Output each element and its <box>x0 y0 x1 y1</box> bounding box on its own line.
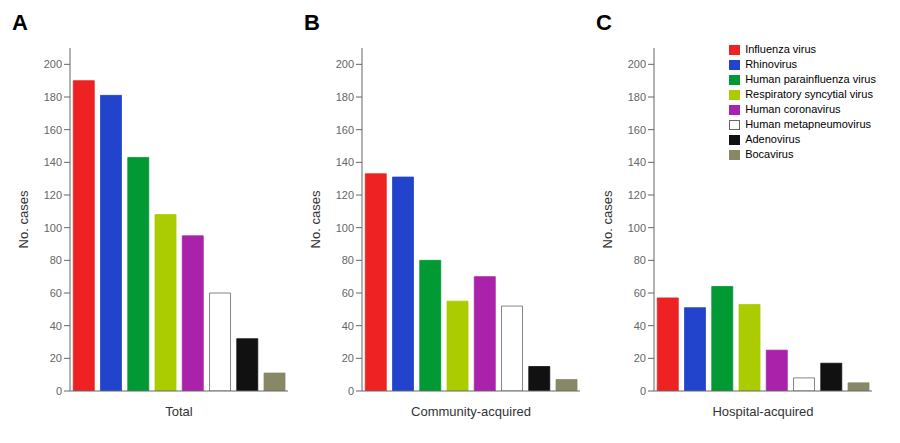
svg-text:100: 100 <box>44 222 62 234</box>
svg-text:0: 0 <box>56 385 62 397</box>
svg-text:40: 40 <box>342 320 354 332</box>
svg-text:80: 80 <box>50 254 62 266</box>
html-text:A: A <box>12 10 28 35</box>
svg-text:20: 20 <box>342 352 354 364</box>
svg-text:100: 100 <box>628 222 646 234</box>
html-text:Human metapneumovirus: Human metapneumovirus <box>745 118 872 130</box>
svg-text:No. cases: No. cases <box>308 190 323 248</box>
svg-text:40: 40 <box>50 320 62 332</box>
svg-text:180: 180 <box>44 91 62 103</box>
svg-text:80: 80 <box>342 254 354 266</box>
svg-text:100: 100 <box>336 222 354 234</box>
svg-text:160: 160 <box>44 124 62 136</box>
svg-text:60: 60 <box>634 287 646 299</box>
svg-text:200: 200 <box>628 58 646 70</box>
svg-text:0: 0 <box>640 385 646 397</box>
svg-text:180: 180 <box>628 91 646 103</box>
svg-text:60: 60 <box>50 287 62 299</box>
html-text:Influenza virus: Influenza virus <box>745 43 817 55</box>
html-text:Respiratory syncytial virus: Respiratory syncytial virus <box>745 88 873 100</box>
svg-text:120: 120 <box>336 189 354 201</box>
svg-text:Hospital-acquired: Hospital-acquired <box>712 404 813 419</box>
svg-text:200: 200 <box>44 58 62 70</box>
svg-text:40: 40 <box>634 320 646 332</box>
svg-text:80: 80 <box>634 254 646 266</box>
svg-text:120: 120 <box>628 189 646 201</box>
html-text:Human coronavirus: Human coronavirus <box>745 103 841 115</box>
svg-text:140: 140 <box>628 156 646 168</box>
svg-text:60: 60 <box>342 287 354 299</box>
html-text:Bocavirus: Bocavirus <box>745 148 794 160</box>
html-text:Human parainfluenza virus: Human parainfluenza virus <box>745 73 876 85</box>
svg-text:140: 140 <box>336 156 354 168</box>
svg-text:120: 120 <box>44 189 62 201</box>
svg-text:160: 160 <box>628 124 646 136</box>
html-text:Rhinovirus: Rhinovirus <box>745 58 798 70</box>
svg-text:No. cases: No. cases <box>600 190 615 248</box>
svg-text:20: 20 <box>634 352 646 364</box>
svg-text:140: 140 <box>44 156 62 168</box>
html-text:C: C <box>596 10 612 35</box>
html-text:B: B <box>304 10 320 35</box>
svg-text:No. cases: No. cases <box>16 190 31 248</box>
svg-text:20: 20 <box>50 352 62 364</box>
svg-text:0: 0 <box>348 385 354 397</box>
svg-text:180: 180 <box>336 91 354 103</box>
svg-text:Total: Total <box>165 404 193 419</box>
svg-text:160: 160 <box>336 124 354 136</box>
svg-text:Community-acquired: Community-acquired <box>411 404 531 419</box>
html-text:Adenovirus: Adenovirus <box>745 133 801 145</box>
svg-text:200: 200 <box>336 58 354 70</box>
